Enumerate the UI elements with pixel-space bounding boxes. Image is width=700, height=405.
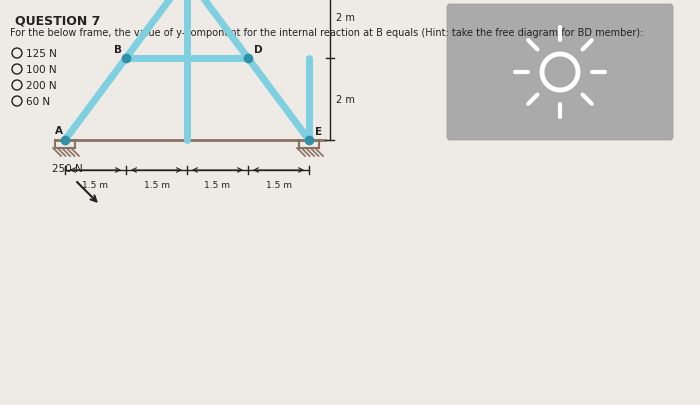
Text: For the below frame, the value of y-component for the internal reaction at B equ: For the below frame, the value of y-comp… (10, 28, 643, 38)
Text: 2 m: 2 m (336, 13, 355, 23)
FancyBboxPatch shape (447, 5, 673, 141)
Text: B: B (114, 45, 122, 55)
Text: QUESTION 7: QUESTION 7 (15, 14, 100, 27)
Text: 100 N: 100 N (26, 65, 57, 75)
Text: D: D (254, 45, 262, 55)
Text: 250 N: 250 N (52, 164, 83, 174)
Text: 1.5 m: 1.5 m (83, 181, 108, 190)
Text: 60 N: 60 N (26, 97, 50, 107)
Text: 2 m: 2 m (336, 95, 355, 105)
Text: 1.5 m: 1.5 m (204, 181, 230, 190)
Text: A: A (55, 126, 63, 136)
Text: E: E (315, 127, 322, 136)
Text: 200 N: 200 N (26, 81, 57, 91)
Text: 1.5 m: 1.5 m (265, 181, 291, 190)
Text: 125 N: 125 N (26, 49, 57, 59)
Text: 1.5 m: 1.5 m (144, 181, 169, 190)
